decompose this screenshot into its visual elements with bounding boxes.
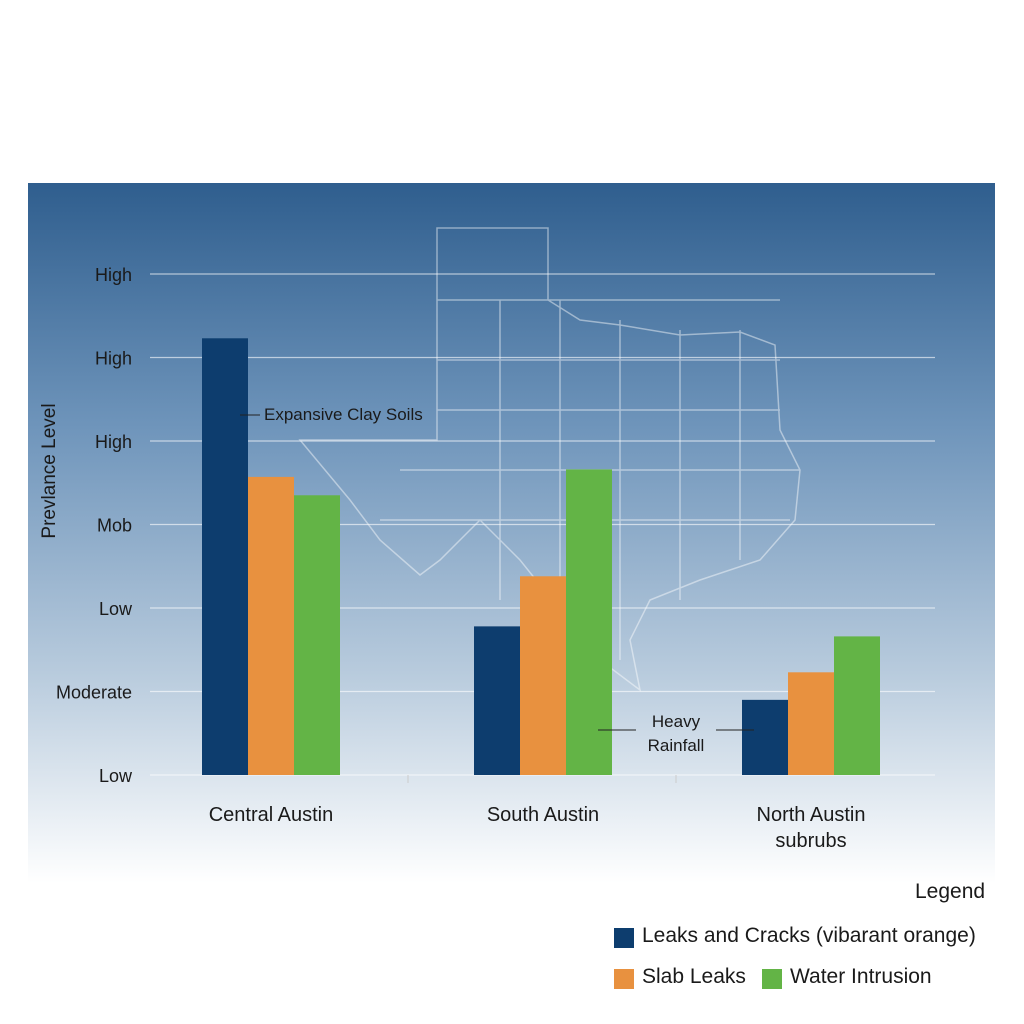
y-tick-label: Low xyxy=(99,599,133,619)
bar xyxy=(742,699,788,775)
legend-label: Leaks and Cracks (vibarant orange) xyxy=(642,924,976,947)
y-tick-label: High xyxy=(95,349,132,369)
annotation: Heavy Rainfall xyxy=(647,712,705,755)
bar xyxy=(788,672,834,775)
y-axis-label: Prevlance Level xyxy=(39,403,60,539)
bar xyxy=(520,576,566,775)
bar xyxy=(248,476,294,775)
legend-swatch xyxy=(614,928,634,948)
legend-label: Slab Leaks xyxy=(642,965,746,988)
legend-label: Water Intrusion xyxy=(790,965,932,988)
y-tick-label: High xyxy=(95,432,132,452)
legend-swatch xyxy=(614,969,634,989)
x-tick-label: North Austin subrubs xyxy=(756,804,866,852)
y-tick-label: Mob xyxy=(97,516,132,536)
legend-swatch xyxy=(762,969,782,989)
bar xyxy=(474,626,520,775)
y-label-box: Prevlance Level xyxy=(20,370,80,570)
y-tick-label: High xyxy=(95,265,132,285)
y-tick-label: Moderate xyxy=(56,683,132,703)
x-tick-label: Central Austin xyxy=(208,804,334,826)
bar xyxy=(566,469,612,775)
bar xyxy=(294,495,340,775)
bar xyxy=(834,636,880,775)
x-tick-label: South Austin xyxy=(486,804,600,826)
legend-title: Legend xyxy=(915,880,986,903)
y-tick-label: Low xyxy=(99,766,133,786)
annotation: Expansive Clay Soils xyxy=(264,405,423,424)
bar xyxy=(202,338,248,775)
